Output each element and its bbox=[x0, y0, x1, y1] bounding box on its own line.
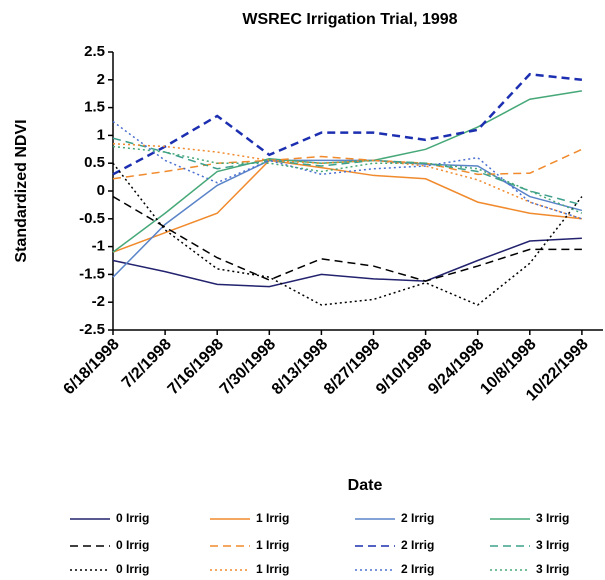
legend-label: 0 Irrig bbox=[116, 562, 149, 576]
legend-label: 3 Irrig bbox=[536, 511, 569, 525]
x-tick-label: 8/13/1998 bbox=[269, 336, 331, 398]
legend-label: 2 Irrig bbox=[401, 511, 434, 525]
legend-label: 1 Irrig bbox=[256, 562, 289, 576]
series-line bbox=[112, 145, 583, 214]
x-axis-label: Date bbox=[348, 477, 383, 494]
x-tick-label: 6/18/1998 bbox=[60, 336, 122, 398]
legend-label: 0 Irrig bbox=[116, 511, 149, 525]
legend-label: 0 Irrig bbox=[116, 538, 149, 552]
y-axis-label: Standardized NDVI bbox=[13, 119, 30, 262]
x-tick-label: 9/10/1998 bbox=[373, 336, 435, 398]
y-tick-label: -1 bbox=[92, 238, 105, 255]
series-line bbox=[112, 195, 582, 282]
legend-label: 3 Irrig bbox=[536, 562, 569, 576]
x-tick-label: 7/16/1998 bbox=[165, 336, 227, 398]
y-tick-label: -0.5 bbox=[79, 210, 105, 227]
series-line bbox=[112, 237, 582, 288]
y-tick-label: 1.5 bbox=[84, 99, 105, 116]
y-tick-label: 2.5 bbox=[84, 43, 105, 60]
y-tick-label: 0.5 bbox=[84, 154, 105, 171]
series-line bbox=[112, 142, 583, 220]
series-line bbox=[112, 159, 582, 253]
legend-label: 1 Irrig bbox=[256, 538, 289, 552]
y-tick-label: 2 bbox=[97, 71, 105, 88]
x-tick-label: 7/30/1998 bbox=[217, 336, 279, 398]
legend-label: 3 Irrig bbox=[536, 538, 569, 552]
series-line bbox=[112, 137, 583, 206]
y-tick-label: -1.5 bbox=[79, 265, 105, 282]
y-tick-label: 1 bbox=[97, 126, 105, 143]
chart-title: WSREC Irrigation Trial, 1998 bbox=[242, 11, 457, 28]
legend-label: 2 Irrig bbox=[401, 562, 434, 576]
series-line bbox=[112, 159, 583, 278]
series-line bbox=[112, 72, 583, 176]
series-line bbox=[112, 148, 583, 180]
legend-label: 1 Irrig bbox=[256, 511, 289, 525]
x-tick-label: 9/24/1998 bbox=[425, 336, 487, 398]
x-tick-label: 8/27/1998 bbox=[321, 336, 383, 398]
y-tick-label: -2 bbox=[92, 293, 105, 310]
legend-label: 2 Irrig bbox=[401, 538, 434, 552]
y-tick-label: 0 bbox=[97, 182, 105, 199]
y-tick-label: -2.5 bbox=[79, 321, 105, 338]
